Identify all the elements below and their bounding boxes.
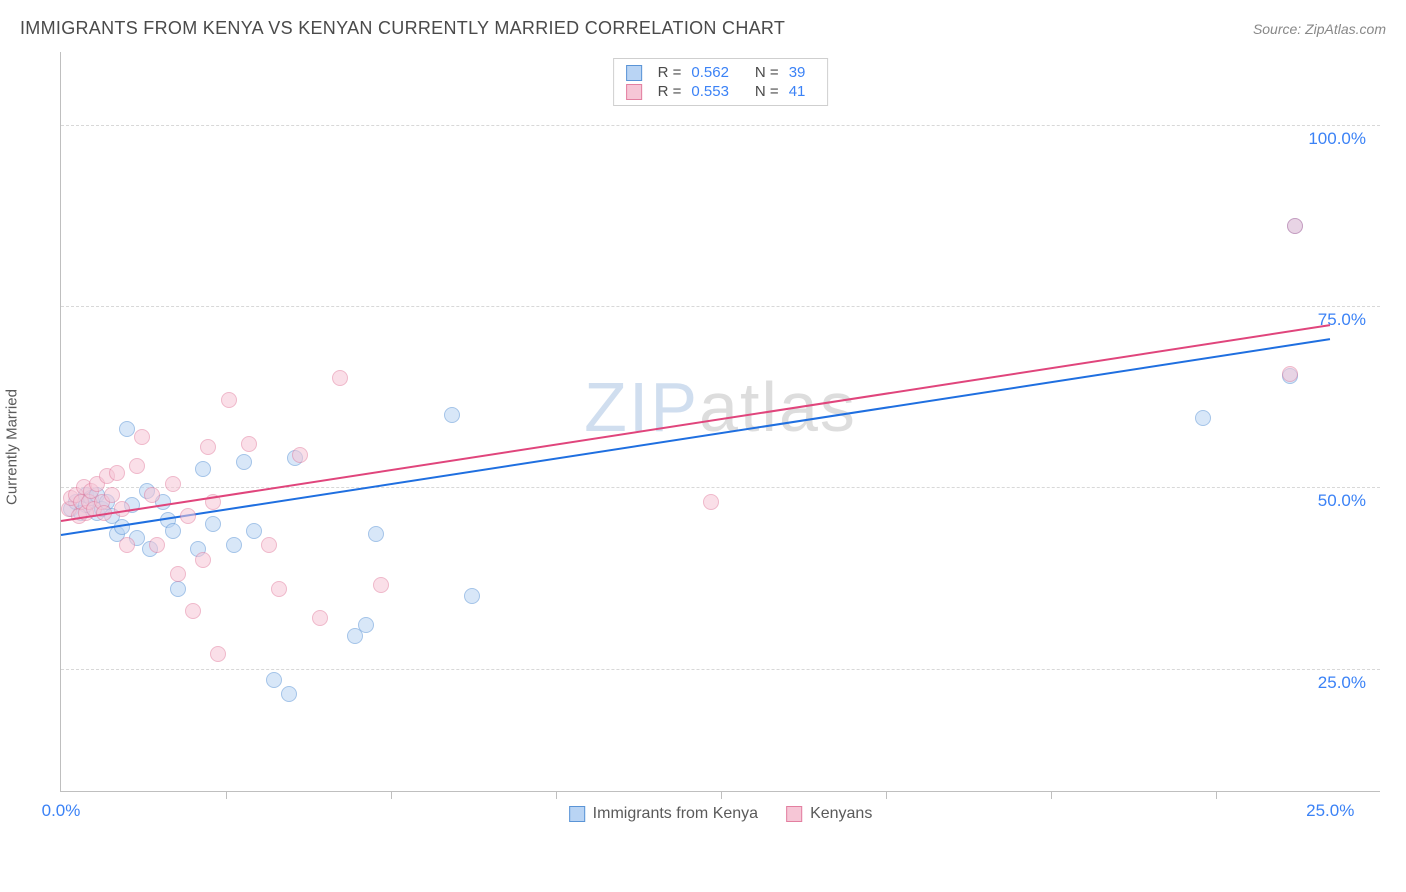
scatter-point <box>312 610 328 626</box>
legend-swatch <box>786 806 802 822</box>
r-value: 0.562 <box>691 64 729 81</box>
x-tick <box>556 791 557 799</box>
scatter-point <box>332 370 348 386</box>
scatter-point <box>1287 218 1303 234</box>
plot-area: ZIPatlas R =0.562N =39R =0.553N =41 Immi… <box>60 52 1380 792</box>
legend-swatch <box>569 806 585 822</box>
r-label: R = <box>658 83 682 100</box>
correlation-legend: R = 0.562 N = 39 R = 0.553 N = 41 <box>613 58 829 106</box>
scatter-point <box>200 439 216 455</box>
x-tick <box>886 791 887 799</box>
scatter-point <box>104 487 120 503</box>
scatter-point <box>210 646 226 662</box>
source-attribution: Source: ZipAtlas.com <box>1253 21 1386 37</box>
scatter-point <box>241 436 257 452</box>
series-legend: Immigrants from Kenya Kenyans <box>569 805 873 823</box>
source-name: ZipAtlas.com <box>1305 21 1386 37</box>
scatter-point <box>246 523 262 539</box>
legend-label: Immigrants from Kenya <box>593 805 758 823</box>
chart-header: IMMIGRANTS FROM KENYA VS KENYAN CURRENTL… <box>0 0 1406 43</box>
gridline <box>61 306 1380 307</box>
scatter-point <box>292 447 308 463</box>
scatter-point <box>703 494 719 510</box>
x-tick <box>1216 791 1217 799</box>
x-tick <box>226 791 227 799</box>
x-tick-label: 0.0% <box>42 801 81 821</box>
scatter-point <box>195 461 211 477</box>
scatter-point <box>444 407 460 423</box>
legend-item: Kenyans <box>786 805 872 823</box>
n-value: 39 <box>789 64 806 81</box>
gridline <box>61 487 1380 488</box>
scatter-point <box>373 577 389 593</box>
x-tick <box>391 791 392 799</box>
scatter-point <box>358 617 374 633</box>
scatter-point <box>165 476 181 492</box>
scatter-point <box>236 454 252 470</box>
scatter-point <box>195 552 211 568</box>
scatter-point <box>221 392 237 408</box>
source-prefix: Source: <box>1253 21 1305 37</box>
scatter-point <box>205 516 221 532</box>
trend-line <box>61 324 1331 522</box>
x-tick <box>1051 791 1052 799</box>
scatter-point <box>185 603 201 619</box>
scatter-point <box>368 526 384 542</box>
chart-title: IMMIGRANTS FROM KENYA VS KENYAN CURRENTL… <box>20 18 785 39</box>
scatter-point <box>180 508 196 524</box>
scatter-point <box>170 566 186 582</box>
legend-row: R = 0.553 N = 41 <box>626 82 816 101</box>
y-tick-label: 100.0% <box>1304 129 1370 149</box>
watermark-zip: ZIP <box>584 368 699 446</box>
watermark-atlas: atlas <box>699 368 857 446</box>
scatter-point <box>170 581 186 597</box>
scatter-point <box>144 487 160 503</box>
scatter-point <box>271 581 287 597</box>
n-value: 41 <box>789 83 806 100</box>
r-label: R = <box>658 64 682 81</box>
r-value: 0.553 <box>691 83 729 100</box>
gridline <box>61 125 1380 126</box>
scatter-point <box>109 465 125 481</box>
legend-item: Immigrants from Kenya <box>569 805 758 823</box>
scatter-point <box>281 686 297 702</box>
x-tick-label: 25.0% <box>1306 801 1354 821</box>
n-label: N = <box>755 83 779 100</box>
scatter-point <box>226 537 242 553</box>
legend-swatch <box>626 84 642 100</box>
gridline <box>61 669 1380 670</box>
scatter-point <box>266 672 282 688</box>
legend-label: Kenyans <box>810 805 872 823</box>
plot-container: Currently Married ZIPatlas R =0.562N =39… <box>20 52 1386 842</box>
scatter-point <box>129 458 145 474</box>
scatter-point <box>134 429 150 445</box>
scatter-point <box>165 523 181 539</box>
y-tick-label: 25.0% <box>1314 673 1370 693</box>
y-tick-label: 50.0% <box>1314 491 1370 511</box>
scatter-point <box>149 537 165 553</box>
n-label: N = <box>755 64 779 81</box>
scatter-point <box>119 421 135 437</box>
legend-swatch <box>626 65 642 81</box>
scatter-point <box>1282 366 1298 382</box>
legend-row: R = 0.562 N = 39 <box>626 63 816 82</box>
y-axis-label: Currently Married <box>4 389 21 505</box>
scatter-point <box>261 537 277 553</box>
scatter-point <box>119 537 135 553</box>
x-tick <box>721 791 722 799</box>
scatter-point <box>464 588 480 604</box>
scatter-point <box>1195 410 1211 426</box>
